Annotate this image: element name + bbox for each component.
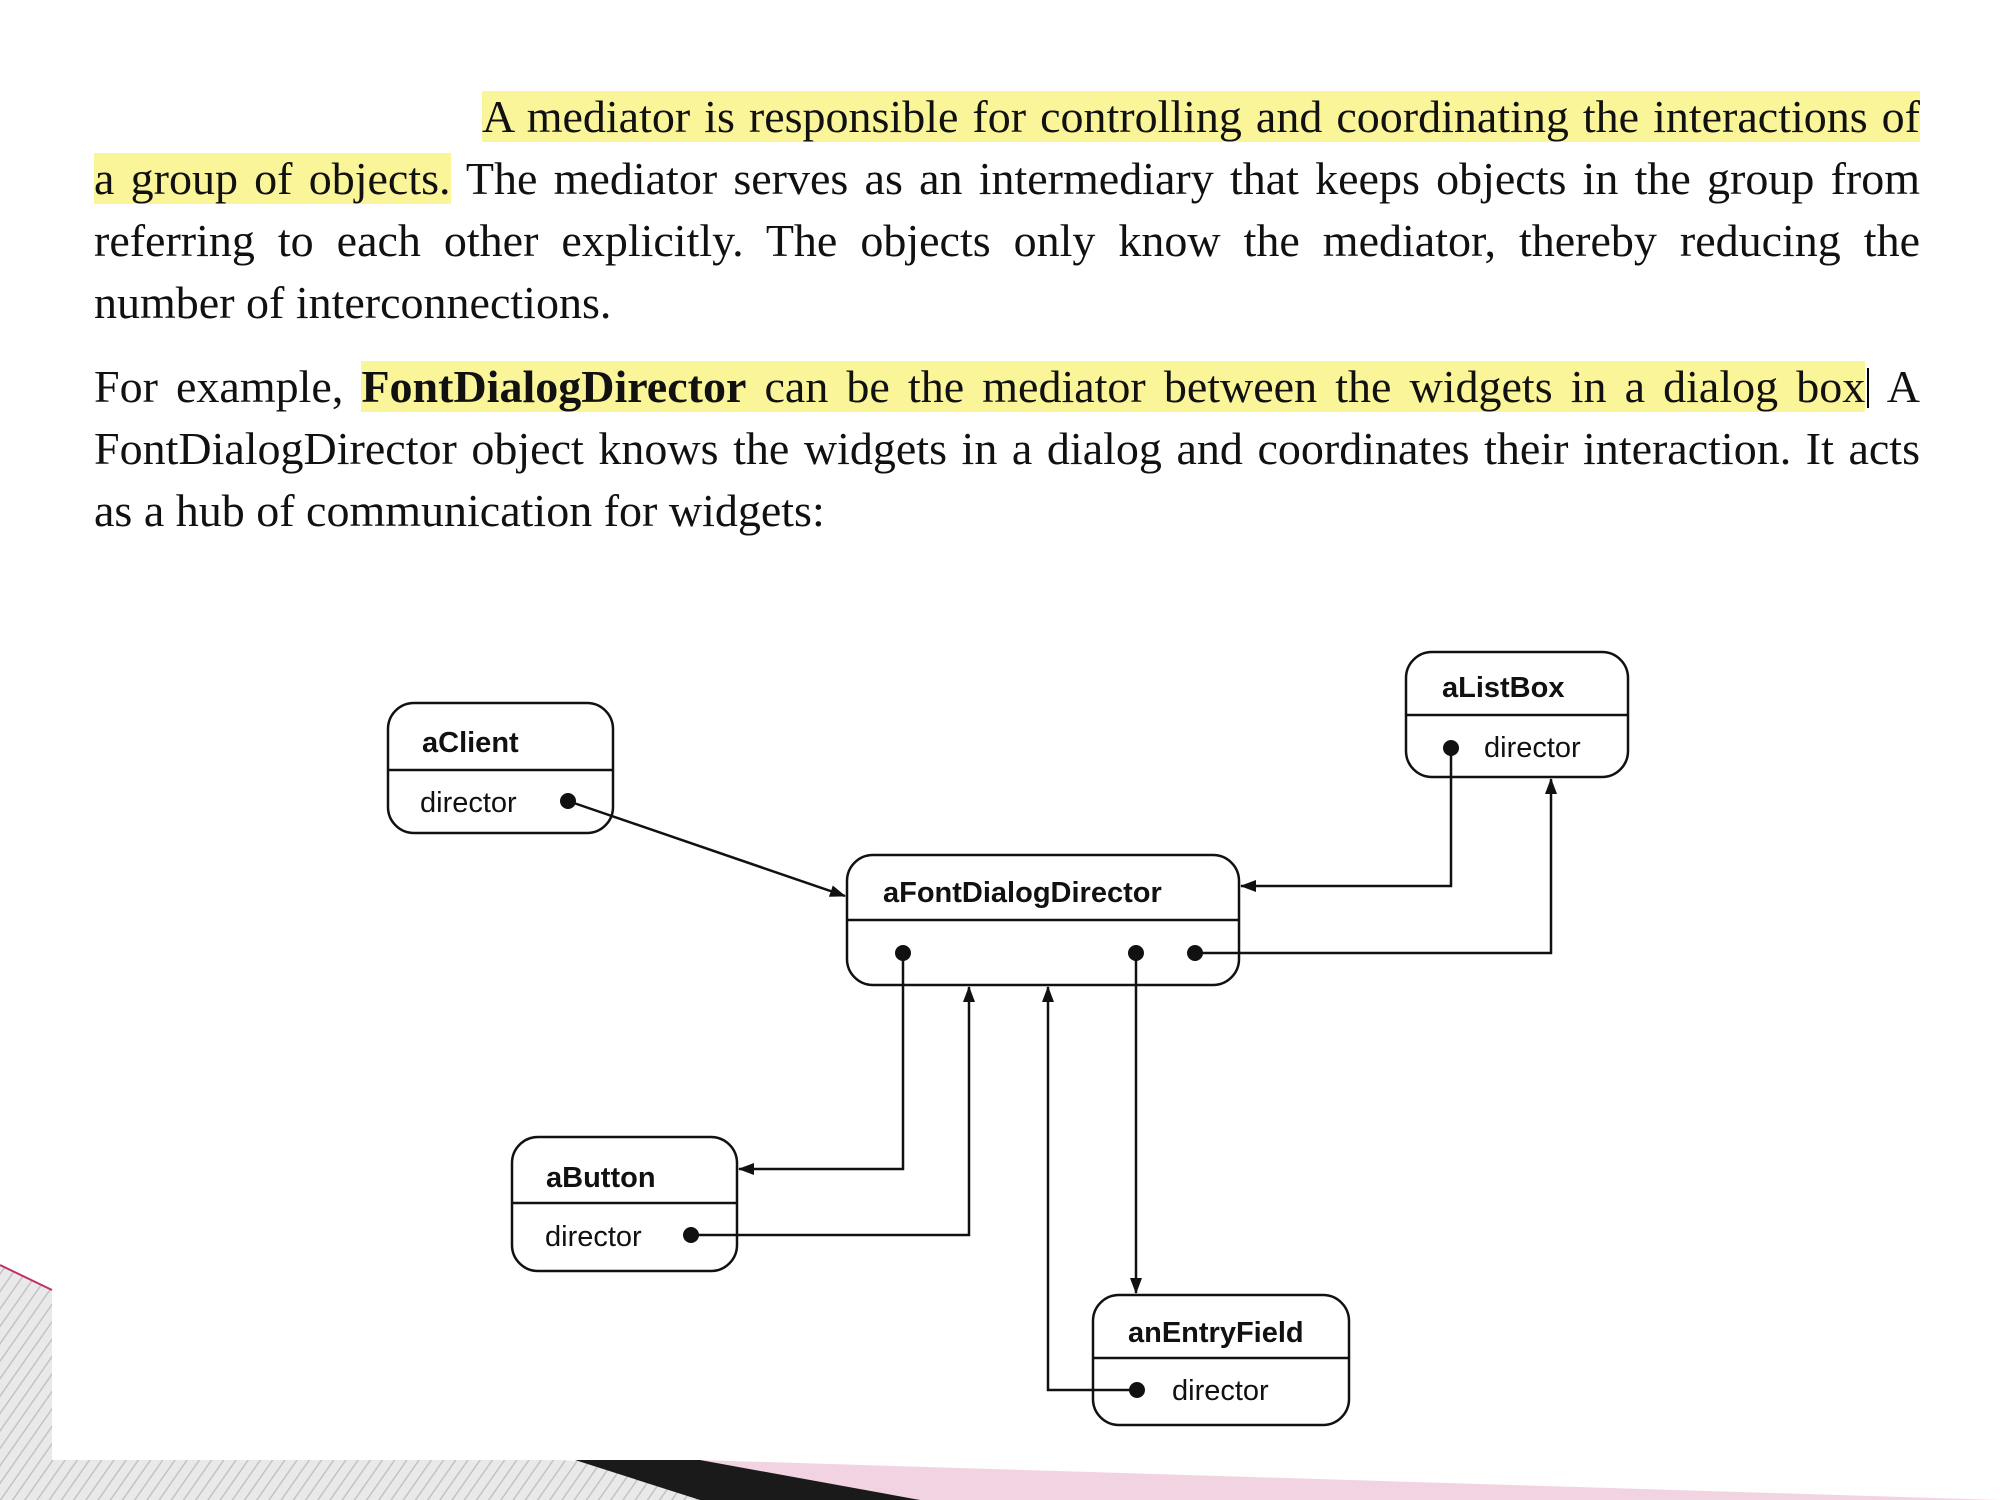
button-to-director-arrow: [691, 986, 975, 1237]
director-dot: [1187, 945, 1203, 961]
director-to-listbox-arrow: [1195, 778, 1557, 955]
highlighted-text: can be the mediator between the widgets …: [746, 361, 1866, 412]
button-director-dot: [683, 1227, 699, 1243]
client-to-director-arrow: [567, 799, 846, 898]
director-name: aFontDialogDirector: [883, 877, 1162, 909]
listbox-to-director-arrow: [1240, 748, 1453, 892]
aclient-name: aClient: [422, 727, 519, 759]
aclient-field: director: [420, 787, 517, 819]
dark-corner-band: [575, 1460, 920, 1500]
listbox-director-dot: [1443, 740, 1459, 756]
entryfield-director-dot: [1129, 1382, 1145, 1398]
text-cursor: [1867, 368, 1870, 408]
aclient-box: [386, 701, 615, 835]
anentryfield-name: anEntryField: [1128, 1317, 1304, 1349]
paragraph-mediator-definition: A mediator is responsible for controllin…: [94, 86, 1920, 334]
paragraph-text: The mediator serves as an intermediary t…: [94, 153, 1920, 328]
abutton-field: director: [545, 1221, 642, 1253]
director-dot: [895, 945, 911, 961]
alistbox-field: director: [1484, 732, 1581, 764]
client-director-dot: [560, 793, 576, 809]
pink-corner-band: [700, 1460, 2000, 1500]
highlighted-class-name: FontDialogDirector: [361, 361, 747, 412]
alistbox-name: aListBox: [1442, 672, 1564, 704]
anentryfield-box: [1091, 1293, 1351, 1427]
director-dot: [1128, 945, 1144, 961]
anentryfield-field: director: [1172, 1375, 1269, 1407]
paragraph-example: For example, FontDialogDirector can be t…: [94, 356, 1920, 542]
director-to-button-arrow: [738, 953, 905, 1175]
striped-corner-shape: [0, 1265, 1180, 1500]
entryfield-to-director-arrow: [1042, 986, 1137, 1392]
paragraph-text: A FontDialogDirector object knows the wi…: [94, 361, 1921, 536]
abutton-name: aButton: [546, 1162, 656, 1194]
paragraph-text: For example,: [94, 361, 362, 412]
